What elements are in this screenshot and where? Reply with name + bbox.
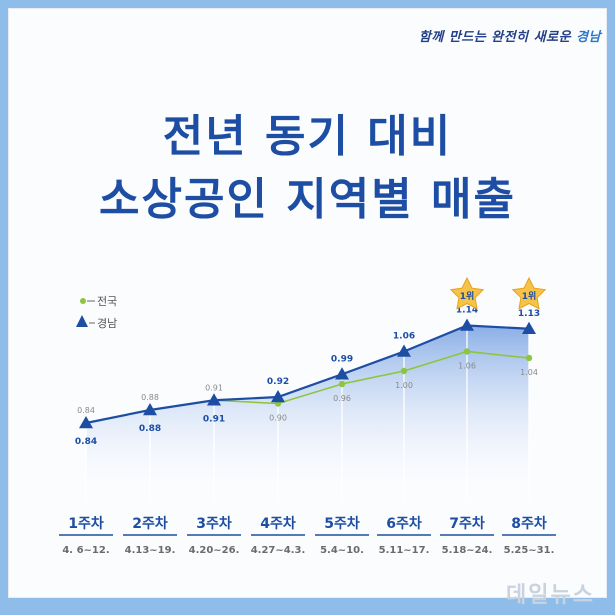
x-tick-date-range: 5.4~10. [320,545,364,556]
title-line-1: 전년 동기 대비 [162,111,453,162]
data-label-gyeongnam: 0.99 [331,354,353,364]
rank-star-icon [449,276,485,310]
card-background [8,8,607,598]
point-gyeongnam [143,403,157,416]
legend-marker-gyeongnam [76,315,88,327]
x-tick-week-label: 3주차 [196,516,232,532]
legend-marker-national [80,298,86,304]
data-label-gyeongnam: 0.92 [267,377,289,387]
data-label-national: 0.90 [269,414,287,423]
point-national [463,348,471,355]
data-label-national: 1.00 [395,381,413,390]
data-label-national: 0.96 [333,394,351,403]
x-tick-week-label: 4주차 [260,516,296,532]
point-national [338,380,346,388]
point-gyeongnam [335,367,349,380]
point-gyeongnam [522,321,536,334]
data-label-gyeongnam: 0.88 [139,424,161,434]
x-tick-week-label: 7주차 [449,516,485,532]
slogan-part-c: 경남 [576,30,601,45]
point-national [525,354,533,362]
x-tick-date-range: 5.18~24. [442,545,493,556]
legend-label-national: 전국 [97,295,117,308]
x-tick-date-range: 5.11~17. [379,545,430,556]
point-gyeongnam [207,393,221,406]
rank-badge-label: 1위 [460,290,475,302]
data-label-national: 1.04 [520,368,538,377]
x-tick-week-label: 5주차 [324,516,360,532]
x-tick-week-label: 2주차 [132,516,168,532]
data-label-gyeongnam: 0.84 [75,437,97,447]
point-gyeongnam [397,344,411,357]
data-label-gyeongnam: 1.06 [393,332,415,342]
data-label-national: 0.88 [141,393,159,402]
point-gyeongnam [460,318,474,331]
x-tick-date-range: 4.27~4.3. [251,545,306,556]
x-tick-date-range: 4.13~19. [125,545,176,556]
point-gyeongnam [79,416,93,429]
x-tick-week-label: 8주차 [511,516,547,532]
x-tick-date-range: 5.25~31. [504,545,555,556]
slogan: 함께 만드는 완전히 새로운 경남 [419,26,601,45]
watermark-logo: 데일뉴스 [506,583,595,608]
x-tick-week-label: 6주차 [386,516,422,532]
x-tick-date-range: 4.20~26. [189,545,240,556]
data-label-gyeongnam: 1.13 [518,309,540,319]
slogan-part-a: 함께 만드는 [418,30,492,45]
data-label-national: 0.84 [77,406,95,415]
point-national [400,367,408,375]
rank-badge-label: 1위 [522,290,537,302]
series-line-gyeongnam [85,324,530,425]
data-label-gyeongnam: 1.14 [456,306,478,316]
point-gyeongnam [271,390,285,403]
data-label-national: 1.06 [458,362,476,371]
x-tick-week-label: 1주차 [68,516,104,532]
title-line-2: 소상공인 지역별 매출 [99,174,516,225]
x-tick-date-range: 4. 6~12. [62,545,109,556]
data-label-gyeongnam: 0.91 [203,414,225,424]
slogan-part-b: 완전히 새로운 [491,30,577,45]
legend-label-gyeongnam: 경남 [97,317,117,330]
rank-star-icon [511,276,547,310]
data-label-national: 0.91 [205,383,223,392]
